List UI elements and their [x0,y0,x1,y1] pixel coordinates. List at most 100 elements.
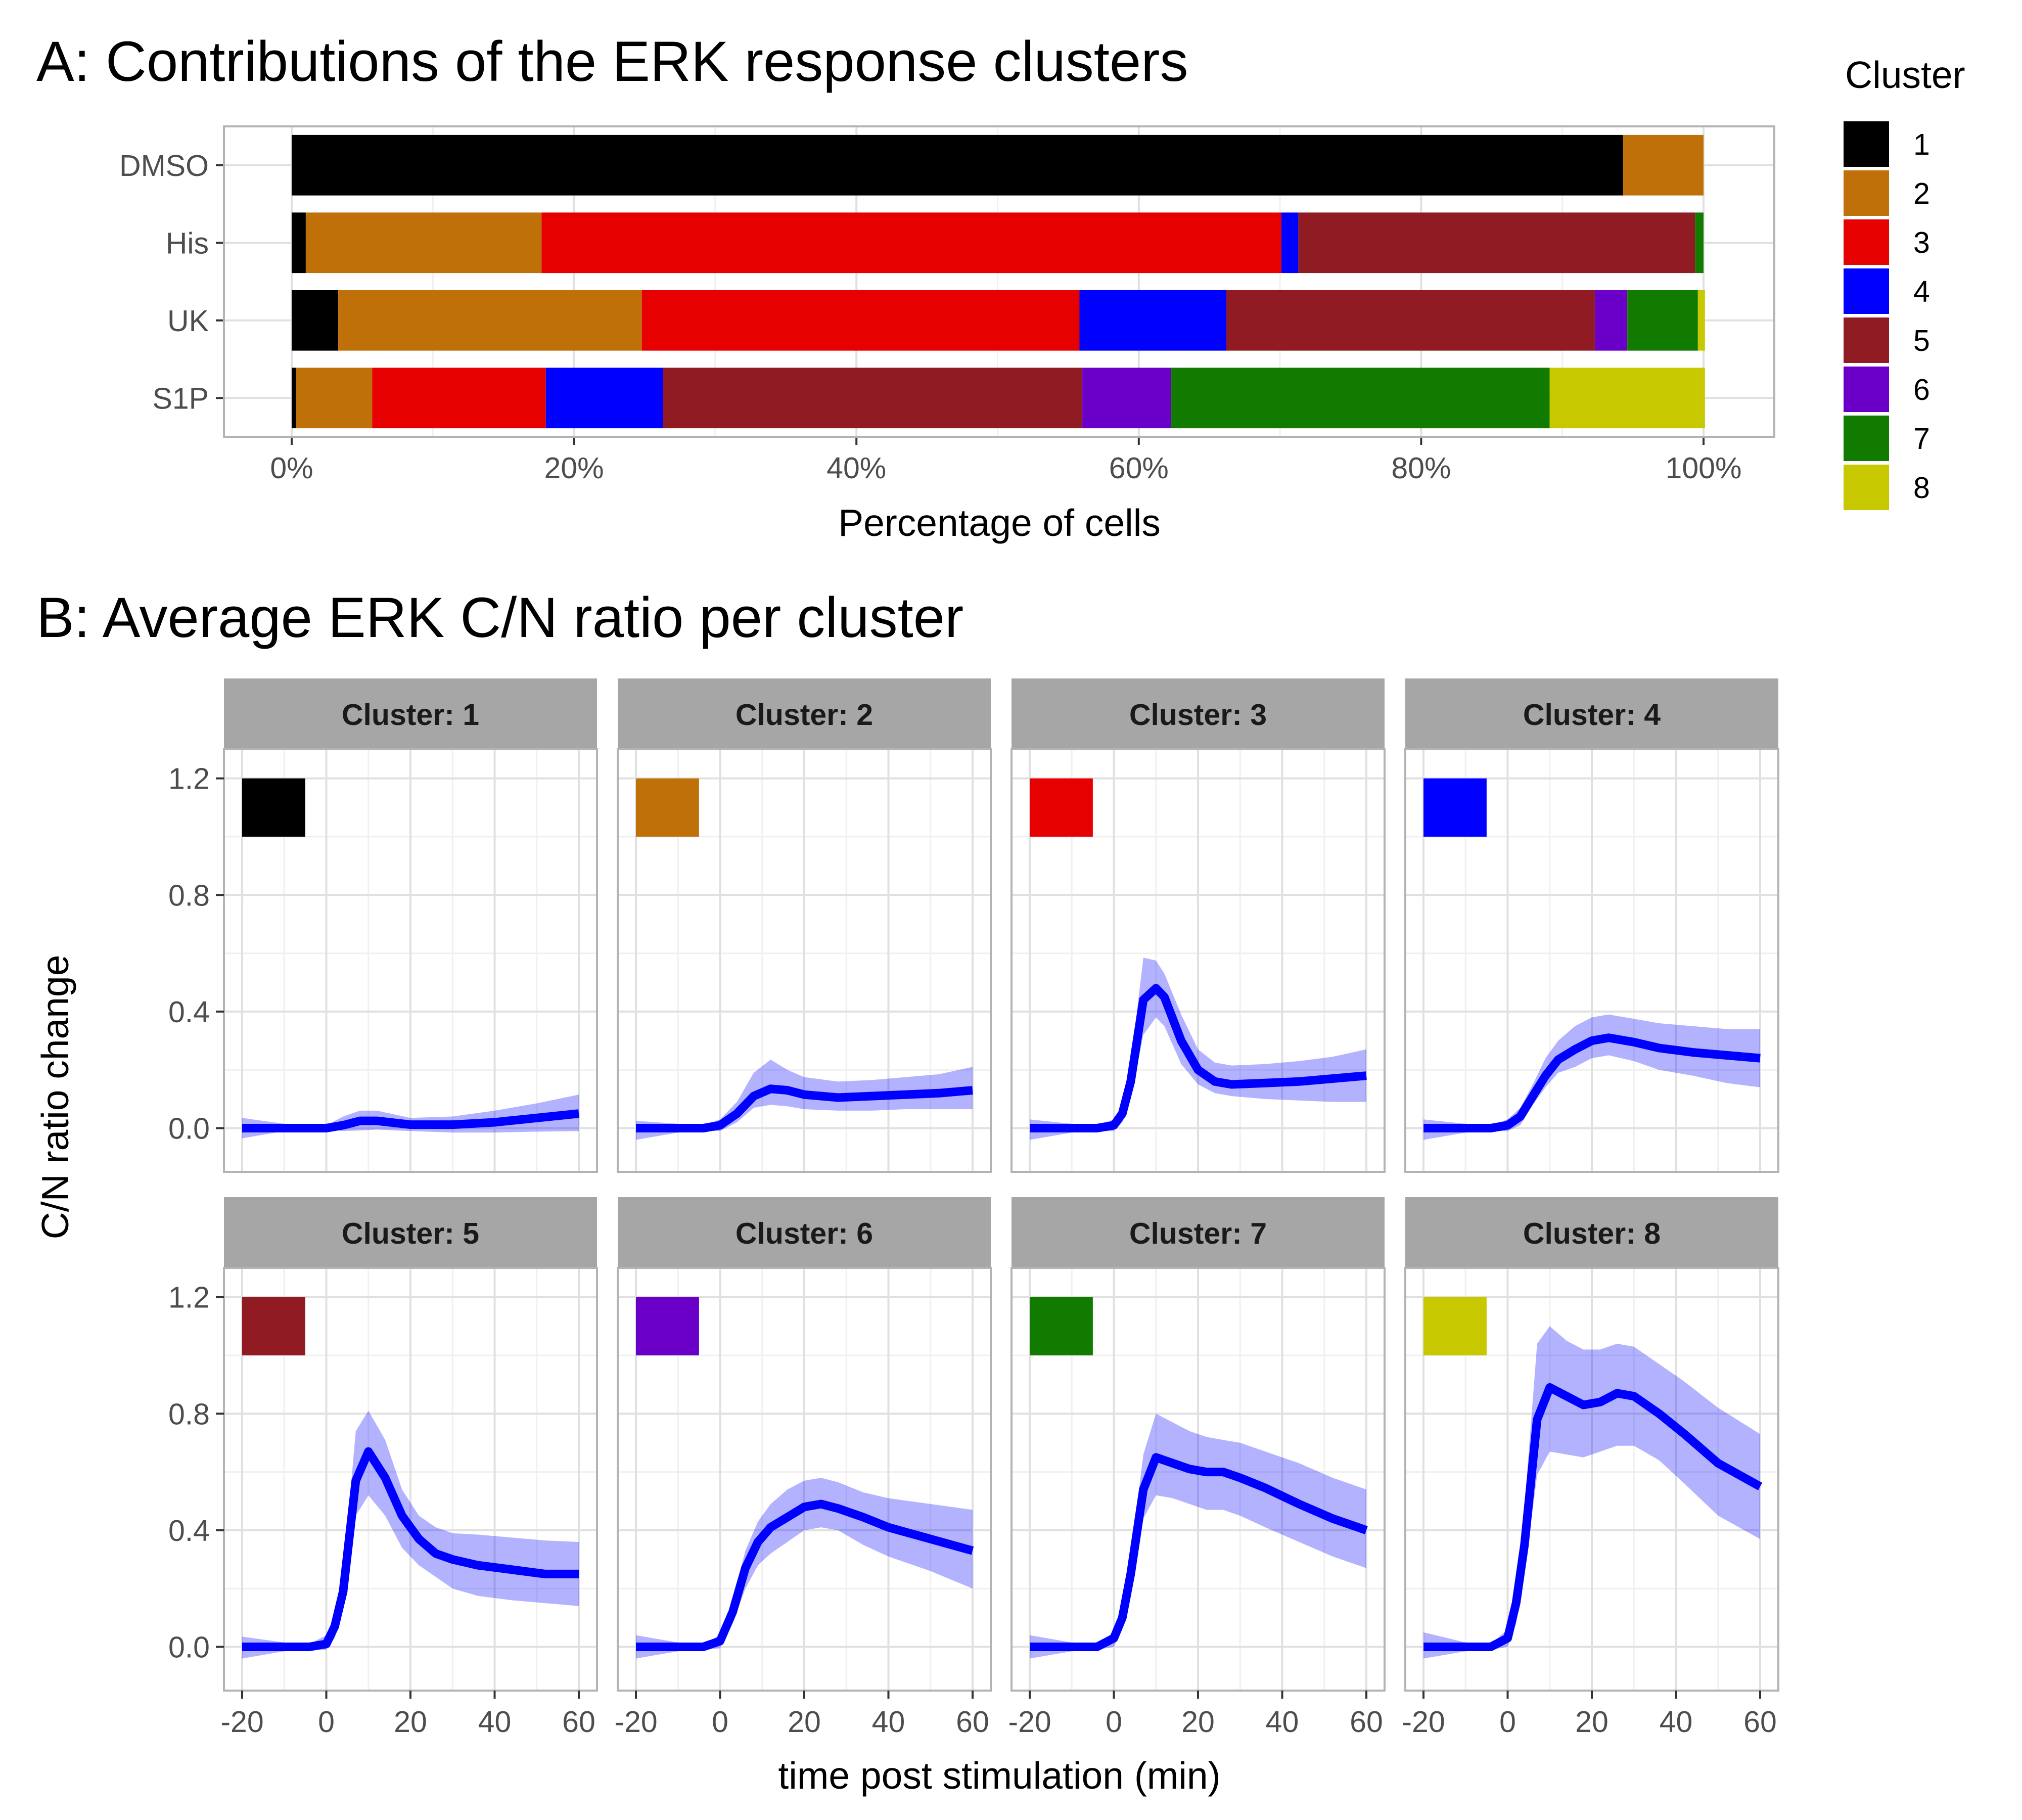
bar-segment [292,290,339,351]
confidence-ribbon [1423,1014,1760,1140]
legend-swatch [1844,416,1889,461]
facet-border [223,748,598,1173]
panel-a-border [223,125,1775,438]
panel-b-x-axis-label: time post stimulation (min) [778,1754,1220,1797]
legend-swatch [1844,219,1889,265]
y-tick-label: 1.2 [168,762,210,796]
y-tick-label: 0.8 [168,879,210,912]
legend-swatch [1844,121,1889,167]
cluster-color-swatch [1423,778,1487,837]
bar-segment [1695,212,1704,274]
legend-swatch [1844,367,1889,412]
legend-label: 4 [1913,275,1930,308]
cluster-color-swatch [242,778,305,837]
confidence-ribbon [636,1060,973,1140]
x-tick-label: 60 [1743,1705,1777,1739]
facet-strip-label: Cluster: 7 [1129,1217,1267,1250]
panel-a-x-tick-label: 60% [1109,451,1169,485]
bar-segment [545,368,663,429]
legend: Cluster 1 2 3 4 5 6 7 8 [1844,54,1965,510]
mean-line [636,1084,973,1132]
y-tick-label: 0.8 [168,1397,210,1431]
x-tick-label: -20 [614,1705,657,1739]
y-tick-label: 1.2 [168,1281,210,1314]
panel-a-x-axis-label: Percentage of cells [838,502,1161,544]
mean-line [1423,1383,1763,1651]
facet-strip [1405,1197,1778,1268]
x-tick-label: 0 [1106,1705,1122,1739]
facet-border [1404,748,1779,1173]
mean-line [1030,984,1367,1132]
legend-label: 2 [1913,177,1930,210]
x-tick-label: 40 [872,1705,905,1739]
legend-title: Cluster [1845,54,1965,96]
mean-line [636,1499,974,1651]
legend-label: 1 [1913,128,1930,161]
panel-a-bar-chart: 0% 20% 40% 60% 80% 100% DMSO His UK S1P [119,125,1775,485]
x-tick-label: 60 [562,1705,595,1739]
legend-label: 8 [1913,471,1930,505]
x-tick-label: 20 [394,1705,427,1739]
facet-border [617,748,992,1173]
mean-line [242,1109,579,1132]
cluster-color-swatch [636,1297,699,1355]
panel-a-y-tick-label: DMSO [119,149,209,183]
bar-segment [292,368,296,429]
facet-panel: Cluster: 8 -20 0 20 40 60 [1402,1197,1779,1739]
facet-strip [1012,1197,1385,1268]
panel-a-y-tick-label: UK [167,304,209,338]
facet-strip [1012,678,1385,749]
facet-panel: Cluster: 6 -20 0 20 40 60 [614,1197,992,1739]
cluster-color-swatch [1423,1297,1487,1355]
bar-segment [663,368,1083,429]
cluster-color-swatch [1030,1297,1093,1355]
legend-swatch [1844,268,1889,314]
facet-panel: Cluster: 5 0.0 0.4 0.8 1.2 -20 0 20 40 60 [168,1197,598,1739]
facet-strip [224,1197,597,1268]
x-tick-label: 40 [1660,1705,1693,1739]
confidence-ribbon [1030,1414,1366,1659]
mean-line [1030,1453,1368,1651]
bar-segment [1623,134,1704,196]
legend-label: 7 [1913,422,1930,456]
panel-a-x-tick-label: 20% [544,451,604,485]
legend-label: 6 [1913,373,1930,406]
facet-border [1010,748,1386,1173]
facet-strip-label: Cluster: 4 [1523,698,1661,732]
y-tick-label: 0.4 [168,1514,210,1548]
confidence-ribbon [1030,958,1366,1140]
panel-a-x-tick-label: 0% [270,451,313,485]
bar-segment [641,290,1080,351]
facet-strip [618,1197,991,1268]
facet-strip [224,678,597,749]
bar-segment [1697,290,1705,351]
x-tick-label: -20 [1402,1705,1445,1739]
facet-strip-label: Cluster: 3 [1129,698,1267,732]
legend-swatch [1844,317,1889,363]
bar-segment [1171,368,1550,429]
mean-line [242,1447,579,1651]
x-tick-label: 0 [318,1705,335,1739]
panel-b-y-axis-label: C/N ratio change [34,955,76,1240]
panel-a-x-tick-label: 100% [1666,451,1742,485]
bar-segment [1627,290,1698,351]
bar-segment [292,134,1623,196]
x-tick-label: -20 [220,1705,263,1739]
bar-segment [372,368,546,429]
bar-segment [1082,368,1172,429]
x-tick-label: 60 [956,1705,989,1739]
panel-a-title: A: Contributions of the ERK response clu… [36,30,1188,93]
bar-segment [1281,212,1299,274]
bar-segment [305,212,542,274]
bar-segment [296,368,373,429]
bar-segment [1079,290,1226,351]
x-tick-label: 40 [1266,1705,1299,1739]
x-tick-label: 60 [1350,1705,1383,1739]
cluster-color-swatch [1030,778,1093,837]
facet-strip-label: Cluster: 8 [1523,1217,1661,1250]
cluster-color-swatch [636,778,699,837]
panel-a-x-tick-label: 80% [1391,451,1451,485]
panel-a-y-tick-label: S1P [152,382,209,415]
x-tick-label: 20 [788,1705,821,1739]
bar-segment [1298,212,1695,274]
